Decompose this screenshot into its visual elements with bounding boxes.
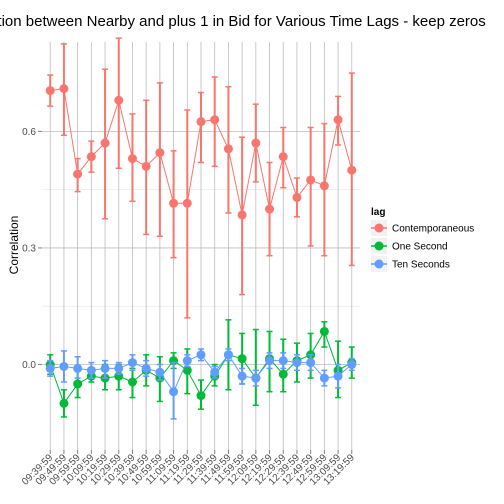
data-point [182, 356, 192, 366]
data-point [182, 198, 192, 208]
series-ten-seconds [45, 348, 357, 420]
data-point [100, 138, 110, 148]
data-point [278, 356, 288, 366]
data-point [155, 367, 165, 377]
data-point [45, 363, 55, 373]
y-tick-label: 0.0 [22, 360, 36, 371]
data-point [210, 115, 220, 125]
data-point [141, 363, 151, 373]
data-point [155, 148, 165, 158]
data-point [196, 117, 206, 127]
y-tick-label: 0.6 [22, 127, 36, 138]
legend-item: One Second [371, 238, 448, 254]
legend: lag Contemporaneous One Second Ten Seconds [371, 207, 474, 272]
data-point [45, 86, 55, 96]
data-point [100, 363, 110, 373]
y-axis: 0.0 0.3 0.6 [22, 127, 42, 371]
data-point [210, 367, 220, 377]
data-point [306, 175, 316, 185]
data-point [347, 165, 357, 175]
chart-title: Correlation between Nearby and plus 1 in… [0, 13, 486, 30]
data-point [265, 356, 275, 366]
data-point [59, 361, 69, 371]
legend-items: Contemporaneous One Second Ten Seconds [371, 220, 474, 272]
legend-label: Contemporaneous [392, 224, 474, 235]
data-point [73, 169, 83, 179]
data-point [141, 161, 151, 171]
series-layer [45, 37, 357, 420]
data-point [73, 379, 83, 389]
data-point [196, 391, 206, 401]
data-point [169, 387, 179, 397]
data-point [127, 154, 137, 164]
data-point [237, 354, 247, 364]
data-point [333, 115, 343, 125]
data-point [223, 144, 233, 154]
legend-label: One Second [392, 242, 448, 253]
y-tick-label: 0.3 [22, 243, 36, 254]
data-point [278, 152, 288, 162]
data-point [114, 363, 124, 373]
data-point [59, 398, 69, 408]
legend-marker [374, 241, 384, 251]
data-point [306, 358, 316, 368]
x-axis: 09:39:5909:49:5909:59:5910:09:5910:19:59… [20, 450, 357, 488]
data-point [292, 192, 302, 202]
data-point [182, 365, 192, 375]
data-point [169, 198, 179, 208]
data-point [86, 365, 96, 375]
data-point [265, 204, 275, 214]
data-point [86, 152, 96, 162]
data-point [73, 363, 83, 373]
legend-marker [374, 223, 384, 233]
legend-title: lag [371, 207, 385, 218]
data-point [237, 371, 247, 381]
legend-item: Contemporaneous [371, 220, 474, 236]
data-point [333, 371, 343, 381]
data-point [251, 373, 261, 383]
data-point [114, 95, 124, 105]
data-point [319, 326, 329, 336]
data-point [319, 181, 329, 191]
data-point [347, 360, 357, 370]
data-point [59, 84, 69, 94]
data-point [319, 373, 329, 383]
data-point [127, 377, 137, 387]
data-point [127, 358, 137, 368]
legend-item: Ten Seconds [371, 256, 450, 272]
data-point [251, 138, 261, 148]
series-contemporaneous [45, 37, 357, 319]
data-point [223, 350, 233, 360]
data-point [237, 210, 247, 220]
data-point [278, 369, 288, 379]
y-axis-title: Correlation [7, 216, 21, 275]
legend-marker [374, 259, 384, 269]
legend-label: Ten Seconds [392, 260, 450, 271]
data-point [292, 358, 302, 368]
data-point [196, 350, 206, 360]
plot-panel [42, 37, 360, 450]
